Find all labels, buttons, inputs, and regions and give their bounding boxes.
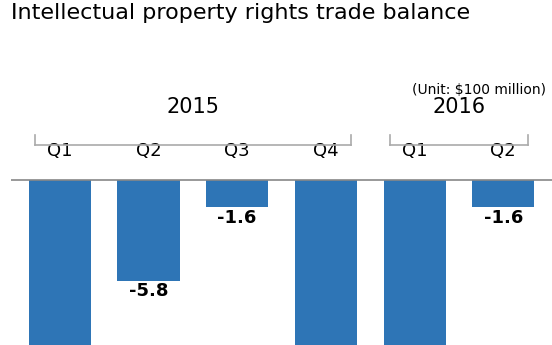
Bar (29, 179, 91, 345)
Bar (118, 179, 179, 280)
Text: -5.8: -5.8 (129, 282, 168, 300)
Text: 2015: 2015 (166, 97, 219, 117)
Bar (384, 179, 445, 345)
Bar (206, 179, 268, 207)
Bar (472, 179, 534, 207)
Text: Intellectual property rights trade balance: Intellectual property rights trade balan… (11, 3, 470, 23)
Text: -1.6: -1.6 (484, 209, 523, 227)
Bar (295, 179, 357, 345)
Text: 2016: 2016 (432, 97, 485, 117)
Text: (Unit: $100 million): (Unit: $100 million) (412, 83, 546, 97)
Text: -1.6: -1.6 (217, 209, 257, 227)
